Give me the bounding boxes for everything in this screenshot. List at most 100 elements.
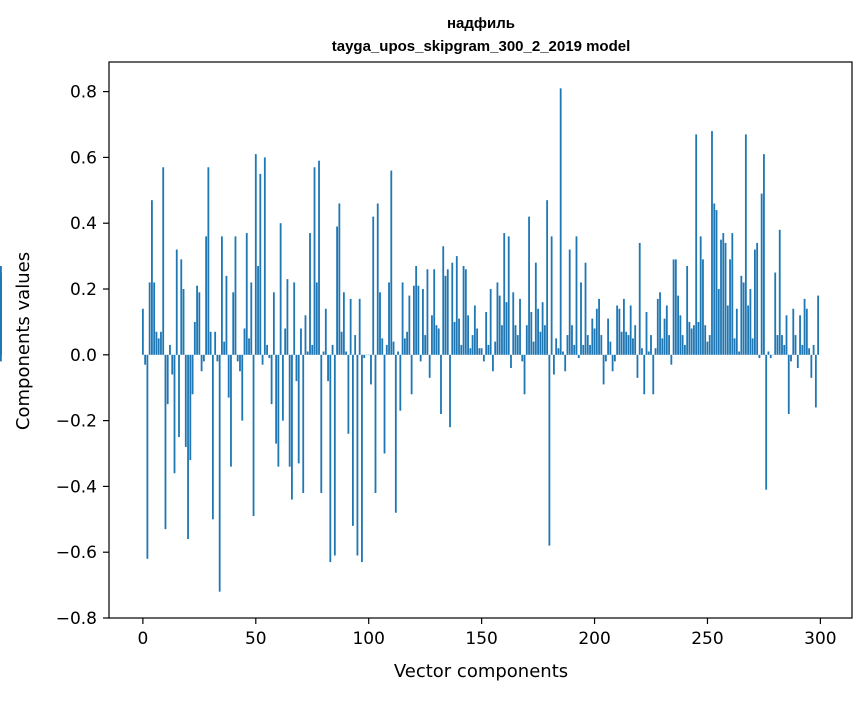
bar bbox=[666, 305, 668, 354]
bar bbox=[0, 315, 2, 354]
bar bbox=[492, 355, 494, 371]
bar bbox=[591, 319, 593, 355]
bar bbox=[528, 217, 530, 355]
bar bbox=[756, 243, 758, 355]
bar bbox=[788, 355, 790, 414]
bar bbox=[684, 345, 686, 355]
bar bbox=[539, 332, 541, 355]
bar bbox=[679, 315, 681, 354]
bar bbox=[713, 203, 715, 354]
bar bbox=[745, 134, 747, 354]
bar bbox=[219, 355, 221, 592]
bar bbox=[228, 355, 230, 398]
bar bbox=[722, 233, 724, 355]
bar bbox=[384, 355, 386, 454]
bar bbox=[648, 352, 650, 355]
bar bbox=[370, 355, 372, 385]
bar bbox=[761, 194, 763, 355]
bar bbox=[478, 348, 480, 355]
bar bbox=[731, 233, 733, 355]
bar bbox=[246, 233, 248, 355]
bar bbox=[670, 355, 672, 365]
bar bbox=[598, 299, 600, 355]
x-tick-label: 0 bbox=[137, 629, 148, 649]
bar bbox=[485, 312, 487, 355]
bar bbox=[417, 286, 419, 355]
bar bbox=[643, 355, 645, 394]
bar bbox=[569, 250, 571, 355]
bar bbox=[463, 266, 465, 355]
bar bbox=[777, 335, 779, 355]
bar bbox=[149, 282, 151, 354]
bar bbox=[546, 200, 548, 355]
bar bbox=[752, 338, 754, 354]
bar bbox=[544, 325, 546, 355]
bar bbox=[519, 299, 521, 355]
bar bbox=[768, 352, 770, 355]
bar bbox=[749, 289, 751, 355]
bar bbox=[183, 289, 185, 355]
y-tick-label: −0.8 bbox=[56, 609, 97, 629]
bar bbox=[277, 355, 279, 467]
bar bbox=[668, 335, 670, 355]
bar bbox=[707, 342, 709, 355]
bar bbox=[801, 345, 803, 355]
x-axis-label: Vector components bbox=[394, 661, 568, 682]
bar bbox=[673, 259, 675, 354]
x-tick-label: 50 bbox=[245, 629, 267, 649]
bar bbox=[282, 355, 284, 421]
bar bbox=[551, 236, 553, 354]
bar bbox=[474, 305, 476, 354]
bar bbox=[329, 355, 331, 562]
bar bbox=[709, 335, 711, 355]
bar bbox=[372, 217, 374, 355]
x-tick-label: 150 bbox=[465, 629, 497, 649]
bar bbox=[564, 355, 566, 371]
bar bbox=[702, 259, 704, 354]
bar bbox=[530, 312, 532, 355]
bar bbox=[506, 302, 508, 355]
bar bbox=[675, 259, 677, 354]
bar bbox=[501, 325, 503, 355]
y-tick-label: −0.4 bbox=[56, 477, 97, 497]
bar bbox=[318, 161, 320, 355]
bar bbox=[738, 352, 740, 355]
bar bbox=[596, 309, 598, 355]
bar bbox=[142, 309, 144, 355]
bar bbox=[607, 319, 609, 355]
bar bbox=[187, 355, 189, 539]
bar bbox=[413, 286, 415, 355]
bar bbox=[323, 352, 325, 355]
bar bbox=[316, 282, 318, 354]
bar bbox=[553, 355, 555, 375]
bar bbox=[390, 171, 392, 355]
bar bbox=[460, 345, 462, 355]
bar bbox=[817, 296, 819, 355]
bar bbox=[291, 355, 293, 500]
bar bbox=[503, 233, 505, 355]
bar bbox=[524, 355, 526, 394]
bar bbox=[774, 273, 776, 355]
bar bbox=[440, 355, 442, 414]
y-axis-label: Components values bbox=[13, 252, 34, 430]
bar bbox=[194, 322, 196, 355]
bar bbox=[429, 355, 431, 378]
bar bbox=[160, 332, 162, 355]
bar bbox=[178, 355, 180, 437]
bar bbox=[795, 335, 797, 355]
bar bbox=[537, 309, 539, 355]
bar bbox=[359, 299, 361, 355]
bar bbox=[334, 355, 336, 556]
bar bbox=[395, 355, 397, 513]
bar bbox=[275, 355, 277, 444]
bar bbox=[244, 328, 246, 354]
bar bbox=[192, 355, 194, 394]
bar bbox=[499, 296, 501, 355]
bar bbox=[357, 355, 359, 556]
bar bbox=[664, 319, 666, 355]
bar bbox=[465, 269, 467, 355]
bar bbox=[467, 315, 469, 354]
bar bbox=[698, 322, 700, 355]
bar bbox=[273, 292, 275, 355]
bar bbox=[447, 269, 449, 355]
